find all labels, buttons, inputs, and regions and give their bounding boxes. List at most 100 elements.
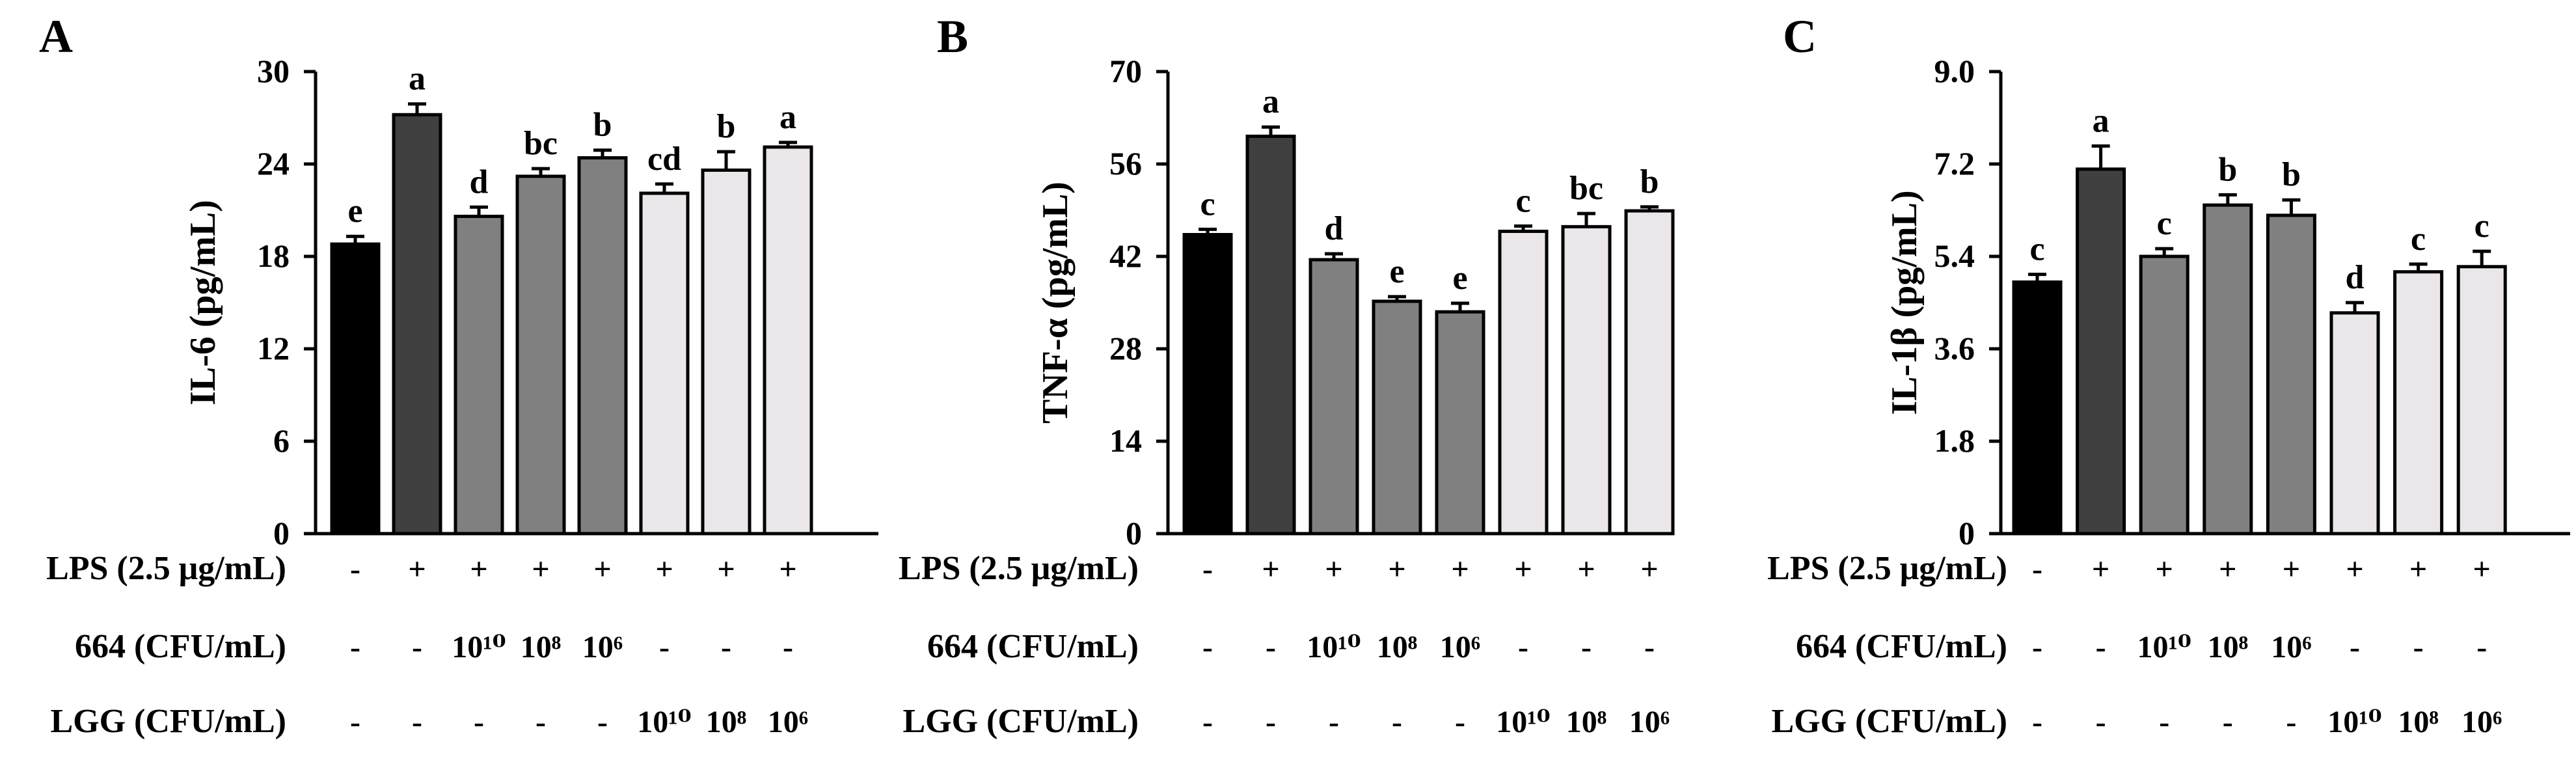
significance-letter: b <box>593 107 612 144</box>
treatment-cell: + <box>2473 552 2491 586</box>
treatment-cell: + <box>779 552 796 586</box>
treatment-cell: - <box>1202 630 1213 664</box>
treatment-cell: 10⁶ <box>768 705 808 739</box>
panel-label-C: C <box>1783 10 1817 62</box>
y-tick-label: 24 <box>257 145 290 182</box>
treatment-cell: - <box>1644 630 1655 664</box>
treatment-cell: + <box>1640 552 1658 586</box>
treatment-cell: + <box>593 552 611 586</box>
treatment-cell: 10¹⁰ <box>2327 705 2381 739</box>
treatment-cell: + <box>1451 552 1469 586</box>
y-tick-label: 0 <box>1959 515 1975 551</box>
bar <box>763 145 813 536</box>
y-axis-label: IL-6 (pg/mL) <box>183 200 223 405</box>
bar <box>2076 167 2126 536</box>
bar <box>454 214 504 536</box>
treatment-cell: - <box>2096 630 2106 664</box>
bar <box>1245 134 1296 536</box>
bar <box>1498 229 1549 536</box>
treatment-cell: 10¹⁰ <box>637 705 691 739</box>
treatment-cell: + <box>717 552 735 586</box>
treatment-cell: 10⁸ <box>1566 705 1607 739</box>
treatment-cell: - <box>659 630 670 664</box>
treatment-cell: - <box>1266 630 1276 664</box>
significance-letter: bc <box>1569 170 1603 207</box>
bar <box>2456 265 2507 536</box>
treatment-cell: + <box>408 552 426 586</box>
treatment-cell: - <box>2032 705 2042 739</box>
bar <box>2266 213 2316 536</box>
treatment-cell: - <box>1581 630 1592 664</box>
treatment-row-label: 664 (CFU/mL) <box>927 628 1139 665</box>
significance-letter: d <box>470 163 489 200</box>
treatment-cell: + <box>1388 552 1405 586</box>
treatment-cell: + <box>655 552 673 586</box>
significance-letter: c <box>1515 182 1530 219</box>
treatment-cell: + <box>1514 552 1532 586</box>
bar <box>2012 280 2063 536</box>
treatment-cell: 10¹⁰ <box>452 630 506 664</box>
significance-letter: a <box>780 99 796 136</box>
treatment-cell: - <box>721 630 731 664</box>
treatment-cell: - <box>474 705 484 739</box>
y-tick-label: 18 <box>257 238 290 274</box>
bar <box>1182 233 1233 536</box>
treatment-cell: - <box>1202 705 1213 739</box>
treatment-cell: - <box>2032 630 2042 664</box>
treatment-row-label: LPS (2.5 μg/mL) <box>899 550 1139 587</box>
panel-label-A: A <box>39 10 73 62</box>
treatment-cell: 10⁶ <box>2271 630 2311 664</box>
significance-letter: c <box>2474 208 2489 245</box>
significance-letter: c <box>2029 231 2044 268</box>
y-axis-label: TNF-α (pg/mL) <box>1035 182 1076 424</box>
treatment-cell: 10⁶ <box>1440 630 1480 664</box>
y-tick-label: 6 <box>273 422 290 459</box>
treatment-cell: 10¹⁰ <box>1496 705 1550 739</box>
significance-letter: d <box>2346 259 2365 296</box>
panel-label-B: B <box>937 10 968 62</box>
treatment-cell: - <box>2096 705 2106 739</box>
bar <box>1308 258 1359 536</box>
treatment-cell: - <box>1518 630 1528 664</box>
treatment-row-label: LGG (CFU/mL) <box>1771 703 2007 740</box>
y-tick-label: 42 <box>1109 238 1142 274</box>
treatment-cell: 10⁶ <box>2461 705 2502 739</box>
bar <box>515 174 566 536</box>
significance-letter: a <box>1262 83 1279 120</box>
y-tick-label: 56 <box>1109 145 1142 182</box>
treatment-cell: 10⁸ <box>521 630 561 664</box>
treatment-cell: - <box>1329 705 1339 739</box>
treatment-cell: - <box>350 705 360 739</box>
significance-letter: e <box>347 193 362 230</box>
bar <box>1624 209 1675 536</box>
treatment-cell: - <box>412 630 422 664</box>
bar <box>330 242 381 536</box>
significance-letter: e <box>1389 253 1404 290</box>
treatment-row-label: 664 (CFU/mL) <box>75 628 286 665</box>
treatment-cell: - <box>783 630 793 664</box>
treatment-cell: 10⁸ <box>2398 705 2438 739</box>
y-tick-label: 12 <box>257 330 290 366</box>
treatment-cell: + <box>532 552 549 586</box>
bar <box>639 191 690 536</box>
treatment-cell: + <box>470 552 487 586</box>
bar <box>577 156 628 536</box>
treatment-cell: + <box>2092 552 2109 586</box>
treatment-cell: 10⁶ <box>582 630 623 664</box>
y-tick-label: 0 <box>1126 515 1142 551</box>
treatment-cell: 10⁶ <box>1629 705 1670 739</box>
significance-letter: e <box>1452 260 1467 297</box>
bar <box>1372 299 1422 536</box>
bar <box>2139 254 2190 536</box>
significance-letter: b <box>717 108 736 145</box>
y-tick-label: 7.2 <box>1934 145 1975 182</box>
bar <box>1435 310 1485 536</box>
y-tick-label: 9.0 <box>1934 53 1975 89</box>
treatment-cell: + <box>1262 552 1279 586</box>
treatment-cell: - <box>2159 705 2169 739</box>
treatment-cell: - <box>536 705 546 739</box>
treatment-cell: + <box>2156 552 2173 586</box>
bar <box>1561 225 1612 536</box>
bar <box>2203 203 2253 536</box>
treatment-cell: 10⁸ <box>1377 630 1417 664</box>
